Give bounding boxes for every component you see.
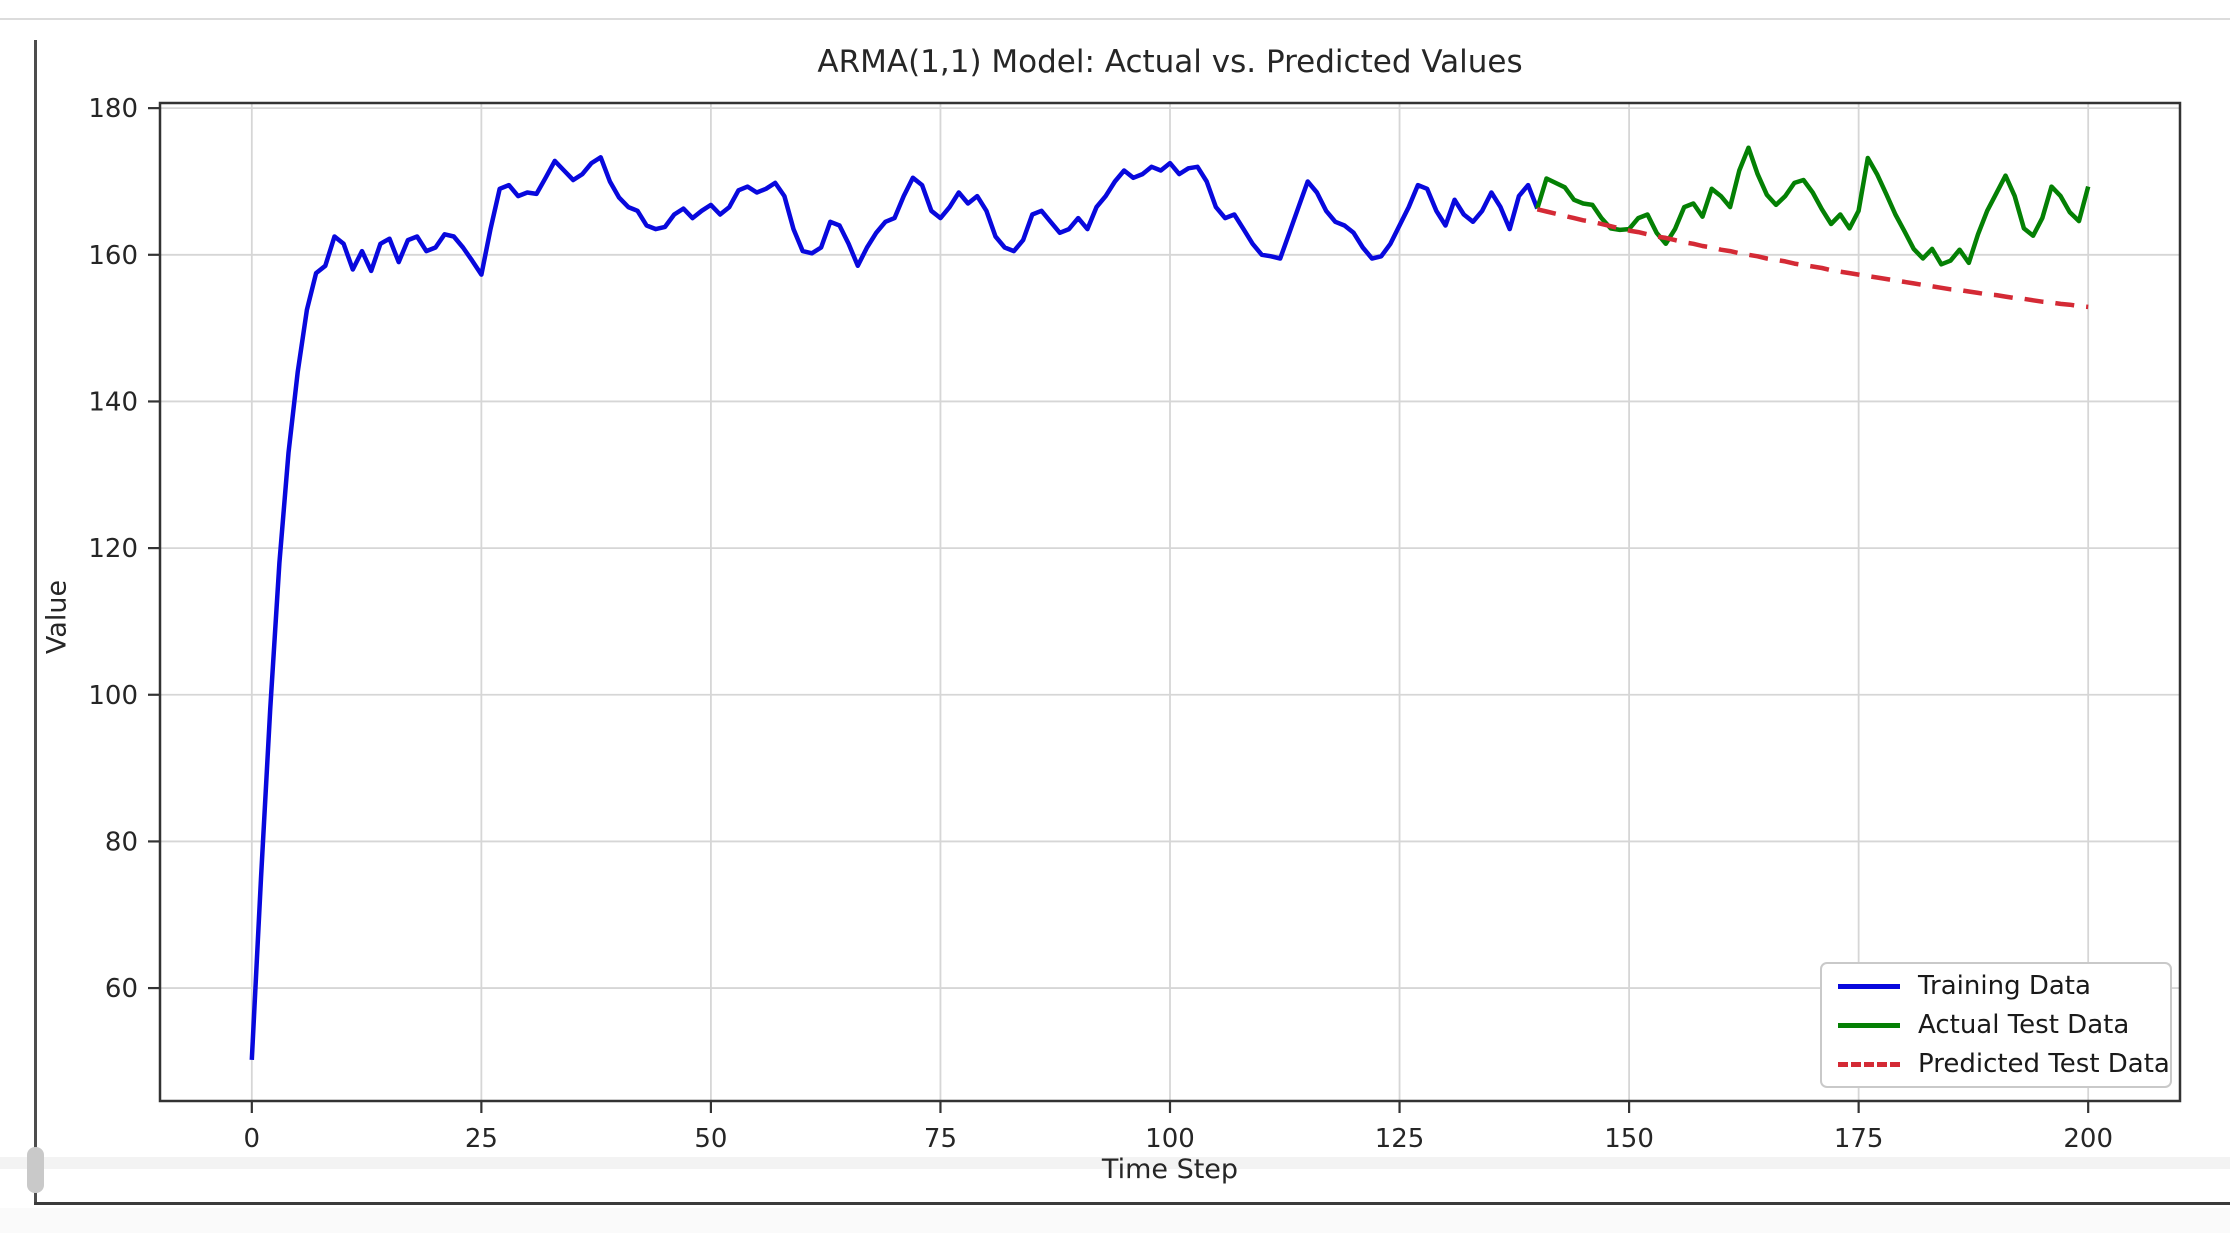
x-tick-label: 150 (1604, 1124, 1654, 1154)
viewer-lower-band (0, 1157, 2230, 1169)
legend-label: Actual Test Data (1918, 1010, 2130, 1040)
actual-test-line-swatch (1838, 1022, 1900, 1028)
x-tick-label: 25 (465, 1124, 498, 1154)
x-tick-label: 175 (1834, 1124, 1884, 1154)
training-line-swatch (1838, 983, 1900, 989)
y-tick-label: 60 (105, 974, 138, 1004)
series-line-actual-test-data (1535, 145, 2091, 267)
predicted-test-line-swatch (1838, 1061, 1900, 1067)
y-tick-label: 180 (88, 94, 138, 124)
legend-item-predicted-test-data: Predicted Test Data (1838, 1049, 2170, 1079)
series-line-training-data (249, 155, 1540, 1061)
legend-item-actual-test-data: Actual Test Data (1838, 1010, 2154, 1040)
viewer-bottom-band (0, 1208, 2230, 1233)
x-tick-label: 100 (1145, 1124, 1195, 1154)
x-tick-label: 75 (924, 1124, 957, 1154)
legend: Training Data Actual Test Data Predicted… (1820, 962, 2172, 1088)
legend-label: Training Data (1918, 971, 2091, 1001)
legend-item-training-data: Training Data (1838, 971, 2154, 1001)
x-axis-label: Time Step (1101, 1154, 1239, 1185)
y-tick-label: 140 (88, 387, 138, 417)
legend-label: Predicted Test Data (1918, 1049, 2170, 1079)
y-tick-label: 120 (88, 534, 138, 564)
y-tick-label: 100 (88, 681, 138, 711)
y-tick-label: 80 (105, 827, 138, 857)
page-left-border (34, 40, 37, 1204)
page-bottom-border (34, 1202, 2230, 1205)
chart-title: ARMA(1,1) Model: Actual vs. Predicted Va… (817, 44, 1523, 80)
x-tick-label: 125 (1375, 1124, 1425, 1154)
x-tick-label: 50 (694, 1124, 727, 1154)
x-tick-label: 200 (2063, 1124, 2113, 1154)
x-tick-label: 0 (244, 1124, 261, 1154)
scrollbar-thumb[interactable] (27, 1147, 44, 1193)
y-axis-label: Value (41, 579, 73, 655)
series-line-predicted-test-data (1536, 207, 2089, 310)
y-tick-label: 160 (88, 241, 138, 271)
axes-frame (158, 101, 2182, 1103)
page-top-border (0, 18, 2230, 20)
